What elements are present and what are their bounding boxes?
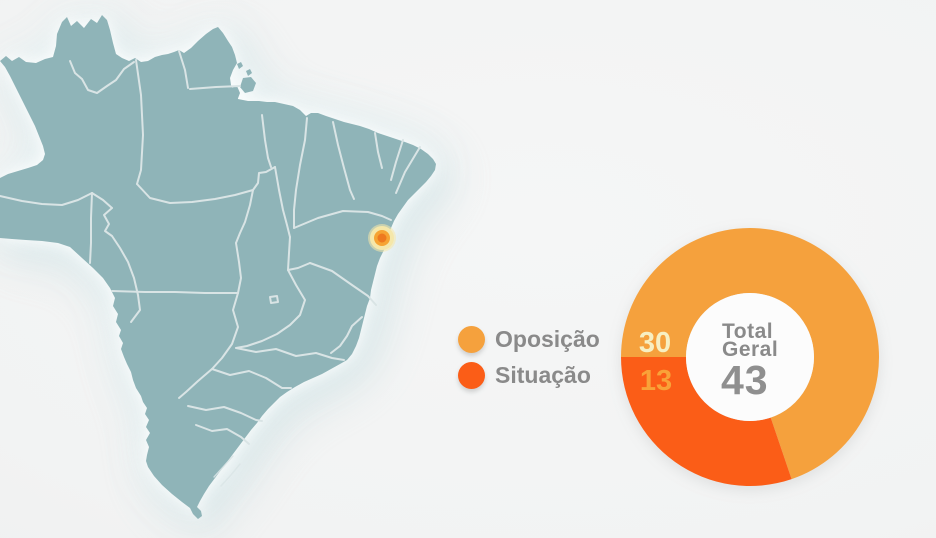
brazil-map[interactable] <box>0 15 436 519</box>
state-borders <box>0 50 421 487</box>
donut-center <box>686 293 814 421</box>
donut-total-value: 43 <box>721 357 769 403</box>
donut-segment-oposicao[interactable] <box>621 227 879 480</box>
legend-item-oposicao[interactable]: Oposição <box>458 326 600 353</box>
chart-legend: Oposição Situação <box>458 326 600 398</box>
value-label-oposicao: 30 <box>639 327 671 359</box>
donut-chart: 30 13 Total Geral 43 <box>621 227 879 486</box>
donut-center-title-line2: Geral <box>722 338 778 361</box>
brazil-map-shape[interactable] <box>0 15 436 519</box>
legend-label-situacao: Situação <box>495 362 591 388</box>
map-marker[interactable] <box>368 224 396 252</box>
legend-dot-oposicao-icon <box>458 326 485 353</box>
legend-label-oposicao: Oposição <box>495 326 600 352</box>
value-label-situacao: 13 <box>640 365 672 397</box>
donut-segment-situacao[interactable] <box>621 357 792 486</box>
legend-item-situacao[interactable]: Situação <box>458 362 600 389</box>
donut-center-title-line1: Total <box>722 320 773 343</box>
legend-dot-situacao-icon <box>458 362 485 389</box>
marker-core <box>377 233 387 243</box>
marajo-islands <box>228 62 256 101</box>
